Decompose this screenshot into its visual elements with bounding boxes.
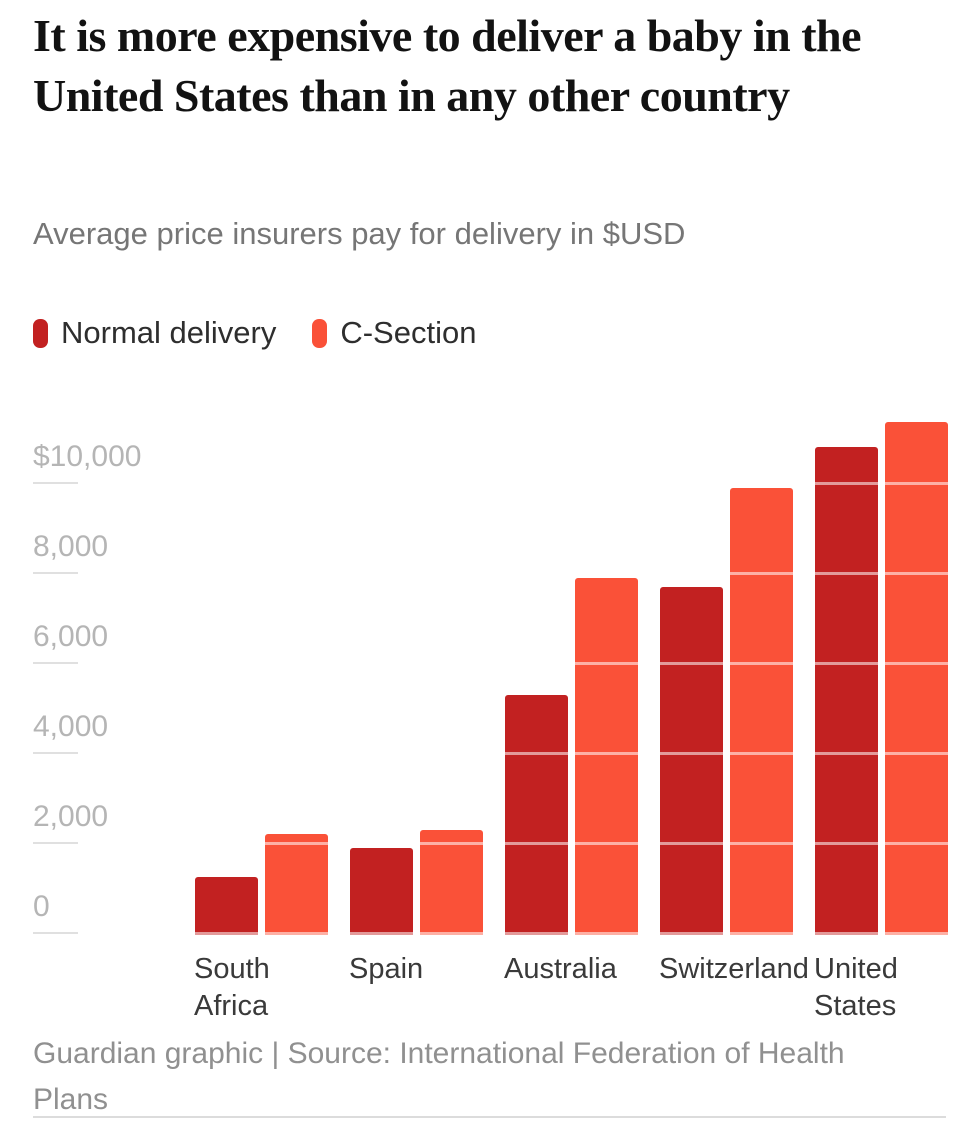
y-axis-label-4-000: 4,000 bbox=[33, 710, 109, 743]
y-axis-label-10-000: $10,000 bbox=[33, 440, 142, 473]
x-axis-label-united-states: United States bbox=[814, 953, 898, 1022]
chart-title: It is more expensive to deliver a baby i… bbox=[33, 10, 862, 121]
bar-switzerland-c-section[interactable] bbox=[730, 487, 793, 935]
legend-item-normal-delivery: Normal delivery bbox=[33, 315, 276, 351]
bar-australia-c-section[interactable] bbox=[575, 577, 638, 935]
gridline bbox=[190, 752, 948, 755]
y-axis-tick bbox=[33, 932, 78, 934]
legend-swatch-c-section bbox=[312, 318, 328, 348]
y-axis-label-0: 0 bbox=[33, 890, 50, 923]
y-axis-label-8-000: 8,000 bbox=[33, 530, 109, 563]
legend-label-normal-delivery: Normal delivery bbox=[61, 315, 277, 350]
bar-south-africa-normal-delivery[interactable] bbox=[195, 876, 258, 935]
gridline bbox=[190, 842, 948, 845]
gridline bbox=[190, 572, 948, 575]
legend-swatch-normal-delivery bbox=[33, 318, 48, 348]
y-axis-tick bbox=[33, 482, 78, 484]
bar-spain-normal-delivery[interactable] bbox=[350, 847, 413, 935]
bar-switzerland-normal-delivery[interactable] bbox=[660, 586, 723, 935]
bar-australia-normal-delivery[interactable] bbox=[505, 694, 568, 935]
bar-south-africa-c-section[interactable] bbox=[265, 834, 328, 935]
y-axis-label-2-000: 2,000 bbox=[33, 800, 109, 833]
gridline bbox=[190, 662, 948, 665]
source-note: Guardian graphic | Source: International… bbox=[33, 1037, 845, 1116]
y-axis-label-6-000: 6,000 bbox=[33, 620, 109, 653]
x-axis-label-spain: Spain bbox=[349, 953, 424, 985]
y-axis-tick bbox=[33, 662, 78, 664]
gridline bbox=[190, 482, 948, 485]
y-axis-tick bbox=[33, 752, 78, 754]
chart-subtitle: Average price insurers pay for delivery … bbox=[33, 216, 686, 251]
x-axis-label-switzerland: Switzerland bbox=[659, 953, 809, 985]
x-axis-label-south-africa: South Africa bbox=[194, 953, 270, 1022]
gridline bbox=[190, 932, 948, 935]
bar-spain-c-section[interactable] bbox=[420, 829, 483, 935]
bar-united-states-normal-delivery[interactable] bbox=[815, 447, 878, 935]
x-axis-label-australia: Australia bbox=[504, 953, 617, 985]
bottom-divider bbox=[33, 1116, 946, 1118]
legend-label-c-section: C-Section bbox=[340, 315, 477, 350]
legend-item-c-section: C-Section bbox=[312, 315, 476, 351]
bar-united-states-c-section[interactable] bbox=[885, 422, 948, 935]
y-axis-tick bbox=[33, 572, 78, 574]
y-axis-tick bbox=[33, 842, 78, 844]
legend: Normal delivery C-Section bbox=[33, 315, 476, 351]
